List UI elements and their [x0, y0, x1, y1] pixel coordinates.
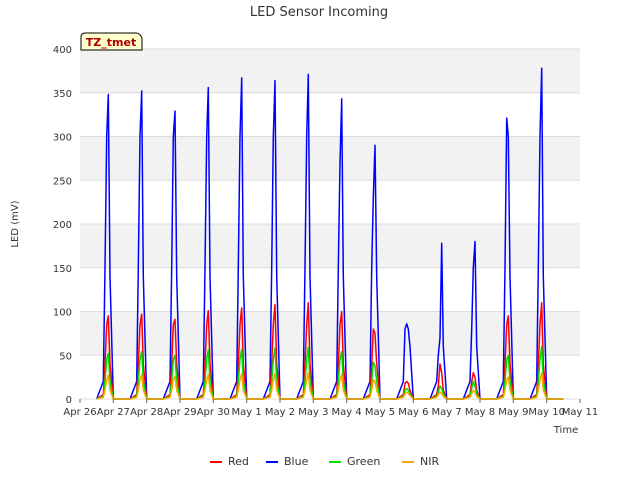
legend: Red Blue Green NIR — [210, 455, 439, 468]
badge-box — [80, 32, 143, 51]
x-tick-label: May 7 — [432, 407, 462, 418]
series-layer — [95, 67, 564, 400]
y-tick-label: 100 — [53, 308, 72, 319]
x-tick-label: May 3 — [298, 407, 328, 418]
plot-background — [80, 49, 580, 399]
chart-title: LED Sensor Incoming — [250, 5, 388, 20]
plot-band — [80, 355, 580, 399]
plot-band — [80, 136, 580, 181]
plot-band — [80, 267, 580, 312]
y-tick-label: 150 — [53, 264, 72, 275]
x-tick-label: May 11 — [562, 407, 599, 418]
legend-label-blue: Blue — [284, 455, 309, 468]
x-tick-label: May 9 — [498, 407, 528, 418]
legend-label-green: Green — [347, 455, 380, 468]
x-tick-label: Apr 30 — [197, 407, 230, 418]
x-tick-label: May 4 — [332, 407, 362, 418]
x-tick-label: Apr 29 — [163, 407, 196, 418]
y-tick-label: 400 — [53, 45, 72, 56]
y-axis-label: LED (mV) — [10, 200, 21, 247]
y-tick-label: 350 — [53, 89, 72, 100]
plot-band — [80, 92, 580, 137]
plot-band — [80, 224, 580, 268]
x-tick-label: May 6 — [398, 407, 428, 418]
y-tick-label: 50 — [59, 351, 72, 362]
x-tick-label: May 10 — [528, 407, 565, 418]
plot-band — [80, 180, 580, 224]
x-tick-label: May 5 — [365, 407, 395, 418]
x-tick-label: Apr 28 — [130, 407, 163, 418]
x-tick-label: May 8 — [465, 407, 495, 418]
x-tick-label: Apr 26 — [63, 407, 96, 418]
x-tick-label: Apr 27 — [97, 407, 130, 418]
x-tick-label: May 1 — [232, 407, 262, 418]
y-axis: 0 50 100 150 200 250 300 350 400 — [53, 45, 72, 406]
y-tick-label: 250 — [53, 176, 72, 187]
x-axis: Apr 26 Apr 27 Apr 28 Apr 29 Apr 30 May 1 May 2… — [63, 399, 598, 418]
plot-band — [80, 49, 580, 93]
badge: TZ_tmet — [80, 32, 143, 51]
plot-band — [80, 311, 580, 356]
badge-label: TZ_tmet — [86, 36, 136, 49]
y-tick-label: 200 — [53, 220, 72, 231]
y-tick-label: 0 — [66, 395, 72, 406]
legend-label-nir: NIR — [420, 455, 439, 468]
legend-label-red: Red — [228, 455, 249, 468]
x-tick-label: May 2 — [265, 407, 295, 418]
series-line-nir — [96, 372, 564, 400]
x-axis-label: Time — [553, 425, 578, 436]
y-tick-label: 300 — [53, 133, 72, 144]
